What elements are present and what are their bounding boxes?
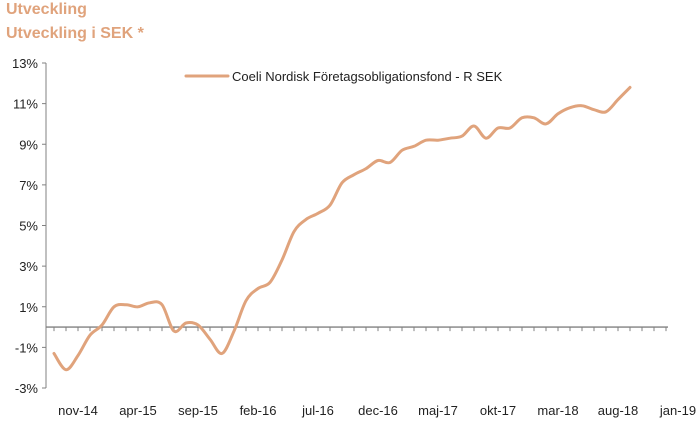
y-axis: -3% -1% 1% 3% 5% 7% 9% 11% 13% bbox=[12, 56, 47, 396]
y-tick-label: 3% bbox=[19, 259, 38, 274]
y-tick-label: 11% bbox=[13, 97, 38, 112]
x-tick-label: nov-14 bbox=[58, 403, 98, 418]
x-tick-label: apr-15 bbox=[119, 403, 157, 418]
y-tick-label: 1% bbox=[19, 300, 38, 315]
x-axis: nov-14 apr-15 sep-15 feb-16 jul-16 dec-16 maj-… bbox=[46, 326, 696, 418]
legend: Coeli Nordisk Företagsobligationsfond - … bbox=[184, 69, 503, 84]
x-tick-label: mar-18 bbox=[537, 403, 578, 418]
series-group bbox=[52, 85, 632, 372]
y-tick-label: 5% bbox=[19, 219, 38, 234]
y-tick-label: -1% bbox=[15, 340, 39, 355]
x-tick-label: aug-18 bbox=[598, 403, 638, 418]
x-tick-label: jul-16 bbox=[301, 403, 334, 418]
x-tick-label: maj-17 bbox=[418, 403, 458, 418]
x-tick-label: jan-19 bbox=[659, 403, 696, 418]
y-tick-label: -3% bbox=[15, 381, 39, 396]
series-line bbox=[52, 85, 632, 372]
legend-label: Coeli Nordisk Företagsobligationsfond - … bbox=[232, 69, 503, 84]
x-tick-label: dec-16 bbox=[358, 403, 398, 418]
x-tick-label: feb-16 bbox=[240, 403, 277, 418]
y-tick-label: 7% bbox=[19, 178, 38, 193]
y-tick-label: 9% bbox=[19, 137, 38, 152]
chart-subheading: Utveckling i SEK * bbox=[6, 25, 144, 42]
y-tick-label: 13% bbox=[12, 56, 38, 71]
x-tick-label: okt-17 bbox=[480, 403, 516, 418]
x-tick-label: sep-15 bbox=[178, 403, 218, 418]
chart-heading: Utveckling bbox=[6, 1, 87, 18]
